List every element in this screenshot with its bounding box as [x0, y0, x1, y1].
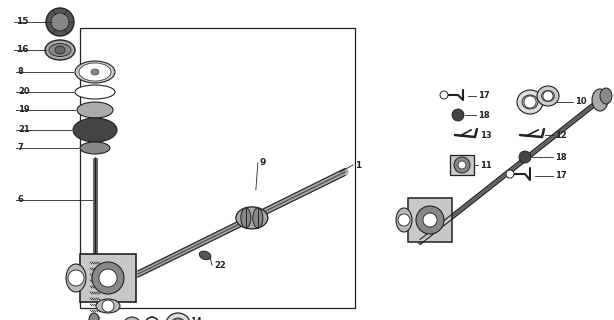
Ellipse shape	[66, 264, 86, 292]
Ellipse shape	[171, 318, 185, 320]
Ellipse shape	[80, 142, 110, 154]
Text: 10: 10	[575, 98, 586, 107]
Circle shape	[416, 206, 444, 234]
Ellipse shape	[145, 317, 159, 320]
Bar	[80, 254, 136, 302]
Ellipse shape	[45, 40, 75, 60]
Circle shape	[543, 91, 553, 101]
Text: 18: 18	[555, 153, 567, 162]
Text: 15: 15	[16, 18, 28, 27]
Ellipse shape	[537, 86, 559, 106]
Ellipse shape	[75, 61, 115, 83]
Ellipse shape	[123, 317, 141, 320]
Ellipse shape	[49, 44, 71, 57]
Text: 9: 9	[260, 158, 266, 167]
Text: 22: 22	[214, 261, 226, 270]
Text: 18: 18	[478, 110, 489, 119]
Ellipse shape	[592, 89, 608, 111]
Bar	[80, 28, 355, 308]
Text: 17: 17	[478, 92, 489, 100]
Text: 21: 21	[18, 125, 29, 134]
Ellipse shape	[166, 313, 190, 320]
Bar	[450, 155, 474, 175]
Ellipse shape	[77, 102, 113, 118]
Bar	[408, 198, 452, 242]
Ellipse shape	[73, 118, 117, 142]
Text: 20: 20	[18, 87, 29, 97]
Circle shape	[68, 270, 84, 286]
Circle shape	[102, 300, 114, 312]
Text: 16: 16	[16, 45, 28, 54]
Text: 6: 6	[18, 196, 24, 204]
Circle shape	[173, 319, 183, 320]
Circle shape	[458, 161, 466, 169]
Circle shape	[46, 8, 74, 36]
Circle shape	[519, 151, 531, 163]
Ellipse shape	[517, 90, 543, 114]
Text: 17: 17	[555, 172, 567, 180]
Circle shape	[452, 109, 464, 121]
Circle shape	[51, 13, 69, 31]
Text: 19: 19	[18, 106, 29, 115]
Ellipse shape	[522, 95, 538, 109]
Ellipse shape	[200, 251, 211, 260]
Text: 14: 14	[190, 317, 202, 320]
Text: 8: 8	[18, 68, 24, 76]
Ellipse shape	[75, 85, 115, 99]
Ellipse shape	[396, 208, 412, 232]
Ellipse shape	[96, 299, 120, 313]
Ellipse shape	[79, 63, 111, 81]
Ellipse shape	[236, 207, 268, 229]
Text: 7: 7	[18, 143, 24, 153]
Circle shape	[524, 96, 536, 108]
Text: 1: 1	[355, 161, 361, 170]
Ellipse shape	[253, 208, 263, 228]
Circle shape	[398, 214, 410, 226]
Circle shape	[454, 157, 470, 173]
Circle shape	[99, 269, 117, 287]
Ellipse shape	[89, 313, 99, 320]
Ellipse shape	[600, 88, 612, 104]
Text: 11: 11	[480, 161, 492, 170]
Circle shape	[92, 262, 124, 294]
Circle shape	[506, 170, 514, 178]
Ellipse shape	[542, 91, 554, 101]
Ellipse shape	[55, 46, 65, 54]
Circle shape	[440, 91, 448, 99]
Text: 12: 12	[555, 131, 567, 140]
Ellipse shape	[91, 69, 99, 75]
Text: 13: 13	[480, 131, 492, 140]
Ellipse shape	[241, 208, 251, 228]
Circle shape	[423, 213, 437, 227]
